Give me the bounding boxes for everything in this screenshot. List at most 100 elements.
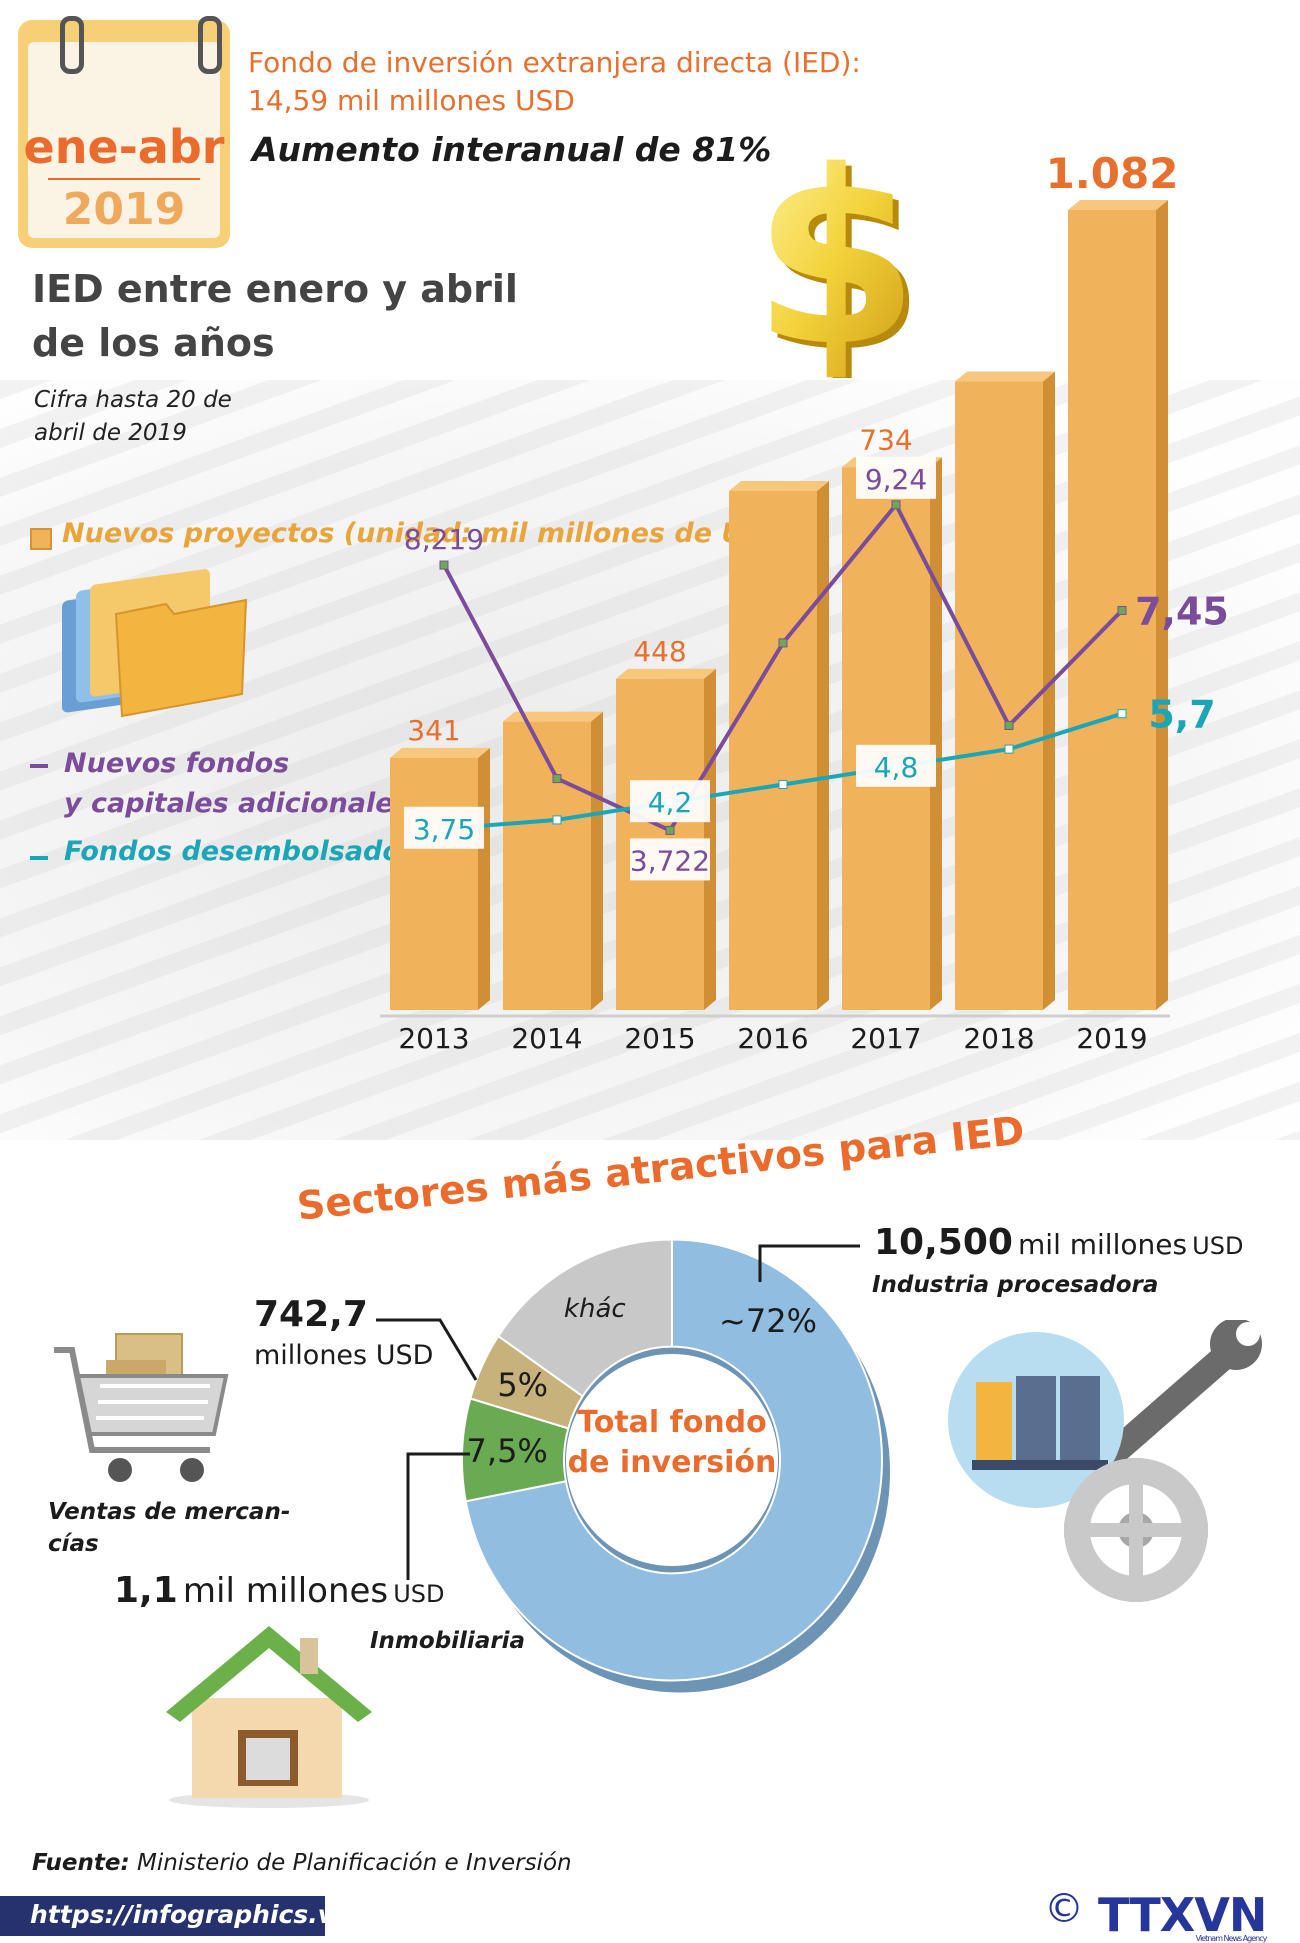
series-point bbox=[1117, 605, 1127, 615]
bar-top bbox=[390, 747, 490, 758]
house-icon bbox=[166, 1626, 372, 1808]
inmobiliaria-name: Inmobiliaria bbox=[370, 1628, 526, 1654]
ventas-name-line-2: cías bbox=[48, 1531, 99, 1557]
donut-center-line-2: de inversión bbox=[568, 1445, 777, 1480]
folder-icon bbox=[62, 569, 248, 718]
series-value-label: 4,2 bbox=[648, 786, 693, 819]
legend-purple-line-2: y capitales adicionales bbox=[64, 788, 410, 819]
series-point bbox=[552, 774, 562, 784]
legend-purple-label: Nuevos fondos y capitales adicionales bbox=[64, 744, 410, 824]
label-box bbox=[856, 456, 936, 499]
bar-top bbox=[616, 668, 716, 679]
fund-line-2: 14,59 mil millones USD bbox=[248, 84, 575, 117]
svg-text:$: $ bbox=[753, 128, 920, 378]
x-tick-label: 2013 bbox=[398, 1022, 469, 1055]
donut-slice-label: 5% bbox=[497, 1366, 548, 1404]
series-point bbox=[552, 815, 562, 825]
series-point bbox=[1117, 709, 1127, 719]
legend-bars-label: Nuevos proyectos (unidad: mil millones d… bbox=[62, 518, 798, 549]
industria-amount: 10,500 mil millones USD bbox=[874, 1222, 1243, 1263]
agency-name: TTXVN bbox=[1098, 1888, 1267, 1942]
bar-value-label: 1.082 bbox=[1046, 149, 1179, 198]
series-point bbox=[1004, 721, 1014, 730]
calendar-page bbox=[28, 42, 220, 238]
series-value-label: 3,75 bbox=[413, 813, 475, 846]
series-point bbox=[665, 825, 675, 835]
ventas-name: Ventas de mercan- cías bbox=[48, 1496, 290, 1560]
legend-teal-label: Fondos desembolsados bbox=[64, 836, 417, 867]
site-url-link[interactable]: https://infographics.vn bbox=[30, 1900, 352, 1929]
legend-purple-swatch bbox=[30, 764, 48, 768]
series-value-label: 3,722 bbox=[630, 844, 710, 877]
bar-value-label: 734 bbox=[859, 423, 912, 456]
inmobiliaria-unit-small: USD bbox=[393, 1580, 445, 1608]
bar-value-label: 448 bbox=[633, 635, 686, 668]
bar-side bbox=[1043, 371, 1055, 1011]
chart-note-line-2: abril de 2019 bbox=[34, 420, 187, 446]
source-line: Fuente: Ministerio de Planificación e In… bbox=[32, 1850, 572, 1876]
industria-unit-small: USD bbox=[1192, 1232, 1244, 1260]
donut-slice bbox=[496, 1238, 673, 1398]
series-value-label: 7,45 bbox=[1135, 589, 1229, 633]
copyright-symbol: © bbox=[1044, 1886, 1084, 1932]
calendar-icon: ene-abr 2019 bbox=[18, 16, 230, 248]
factory-gear-icon bbox=[948, 1320, 1262, 1602]
legend-teal-swatch bbox=[30, 856, 48, 860]
donut-slice-label: ~72% bbox=[719, 1302, 817, 1340]
series-point bbox=[778, 780, 788, 789]
donut-hole bbox=[566, 1354, 778, 1566]
url-bar bbox=[0, 1896, 325, 1936]
series-value-label: 5,7 bbox=[1148, 693, 1215, 737]
donut-slice-label: khác bbox=[564, 1294, 626, 1324]
series-value-label: 4,8 bbox=[874, 751, 919, 784]
industria-leader bbox=[758, 1244, 860, 1282]
bar bbox=[955, 381, 1043, 1011]
shopping-cart-icon bbox=[54, 1333, 229, 1482]
bar-side bbox=[817, 480, 829, 1010]
legend-bar-swatch bbox=[30, 528, 52, 550]
ventas-leader bbox=[376, 1318, 478, 1381]
donut-slice bbox=[464, 1238, 883, 1682]
chart-note-line-1: Cifra hasta 20 de bbox=[34, 387, 232, 413]
bar bbox=[1068, 210, 1156, 1010]
chart-title-line-1: IED entre enero y abril bbox=[32, 267, 518, 311]
inmobiliaria-unit: mil millones bbox=[182, 1571, 389, 1611]
chart-title: IED entre enero y abril de los años bbox=[32, 262, 518, 370]
chart-note: Cifra hasta 20 de abril de 2019 bbox=[34, 384, 232, 450]
industria-unit: mil millones bbox=[1018, 1228, 1188, 1261]
increase-text: Aumento interanual de 81% bbox=[252, 130, 772, 169]
source-text: Ministerio de Planificación e Inversión bbox=[136, 1850, 572, 1876]
fund-line-1: Fondo de inversión extranjera directa (I… bbox=[248, 46, 861, 79]
label-box bbox=[404, 806, 484, 849]
bar-top bbox=[729, 480, 829, 491]
x-tick-label: 2015 bbox=[624, 1022, 695, 1055]
agency-logo: TTXVN Vietnam News Agency bbox=[1098, 1888, 1267, 1943]
inmobiliaria-value: 1,1 bbox=[114, 1570, 178, 1611]
bar bbox=[390, 757, 478, 1010]
series-point bbox=[1004, 744, 1014, 754]
calendar-period: ene-abr bbox=[23, 120, 225, 174]
donut-slice-label: 7,5% bbox=[467, 1432, 548, 1470]
legend-purple-line-1: Nuevos fondos bbox=[64, 748, 290, 779]
series-point bbox=[891, 500, 901, 510]
calendar-year: 2019 bbox=[62, 184, 186, 235]
inmobiliaria-amount: 1,1 mil millones USD bbox=[114, 1570, 445, 1611]
industria-name: Industria procesadora bbox=[872, 1272, 1159, 1298]
label-box bbox=[630, 838, 710, 881]
bar-top bbox=[955, 371, 1055, 382]
bar-top bbox=[503, 711, 603, 722]
bar-side bbox=[930, 457, 942, 1011]
source-label: Fuente: bbox=[32, 1850, 130, 1876]
ventas-value: 742,7 bbox=[254, 1294, 368, 1335]
bar bbox=[503, 721, 591, 1010]
calendar-ring-right bbox=[198, 16, 222, 74]
x-tick-label: 2017 bbox=[850, 1022, 921, 1055]
bar bbox=[842, 467, 930, 1011]
fdi-bar-line-chart: 2013 341 2014 2015 448 2016 2017 734 2018 2019 1.0… bbox=[380, 149, 1229, 1055]
series-value-label: 8,219 bbox=[404, 523, 484, 556]
donut-center-line-1: Total fondo bbox=[577, 1405, 767, 1440]
series-value-label: 9,24 bbox=[865, 463, 927, 496]
ventas-name-line-1: Ventas de mercan- bbox=[48, 1499, 291, 1525]
inmobiliaria-leader bbox=[406, 1452, 470, 1580]
calendar-divider bbox=[48, 178, 200, 180]
